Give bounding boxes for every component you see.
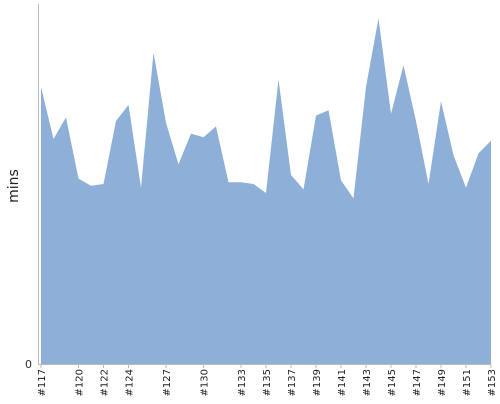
x-tick-label: #124 [125,369,136,396]
x-tick-label: #149 [437,369,448,396]
x-tick-label: #117 [37,369,48,396]
plot-area [41,18,491,365]
y-axis-ticks: 0 [25,358,32,371]
x-tick-label: #133 [237,369,248,396]
x-tick-label: #127 [162,369,173,396]
x-tick-label: #120 [75,369,86,396]
x-tick-label: #130 [200,369,211,396]
x-tick-label: #143 [362,369,373,396]
y-tick-label: 0 [25,358,32,371]
x-tick-label: #137 [287,369,298,396]
area-series [41,18,491,365]
x-tick-label: #135 [262,369,273,396]
x-tick-label: #141 [337,369,348,396]
x-tick-label: #122 [100,369,111,396]
x-tick-label: #153 [487,369,498,396]
x-tick-label: #139 [312,369,323,396]
x-tick-label: #145 [387,369,398,396]
x-tick-label: #151 [462,369,473,396]
y-axis-label: mins [6,169,22,203]
x-axis-ticks: #117 #120 #122 #124 #127 #130 #133 #135 #137 #139… [37,364,498,396]
x-tick-label: #147 [412,369,423,396]
